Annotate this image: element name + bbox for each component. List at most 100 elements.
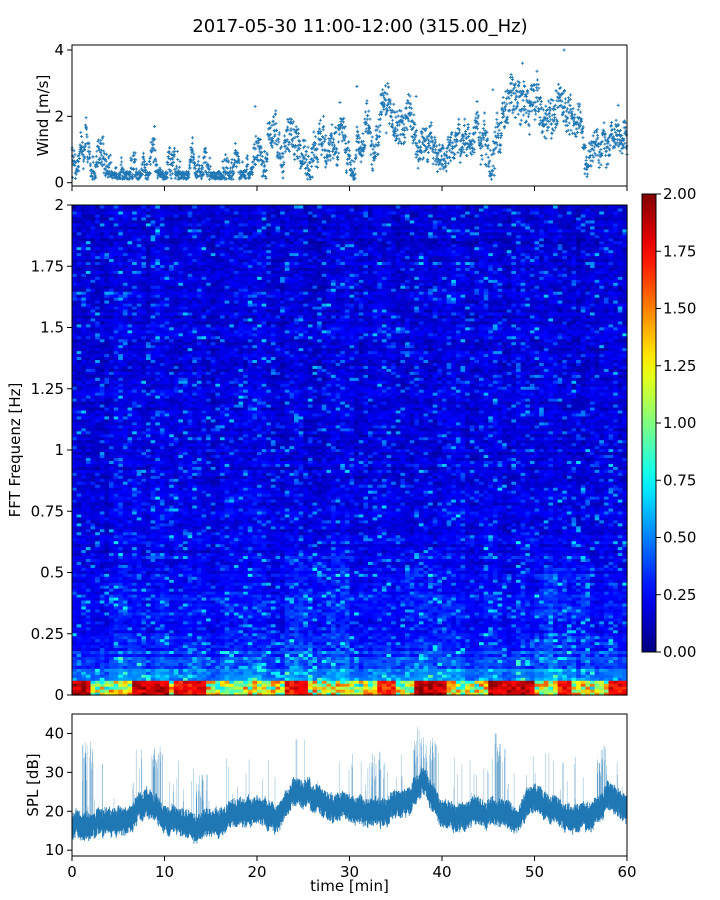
heatmap-cell: [76, 629, 82, 634]
heatmap-cell: [349, 671, 355, 675]
heatmap-cell: [76, 638, 82, 643]
heatmap-cell: [104, 668, 110, 672]
heatmap-cell: [418, 611, 425, 616]
heatmap-cell: [525, 632, 531, 637]
heatmap-cell: [118, 614, 124, 619]
heatmap-cell: [613, 692, 619, 696]
heatmap-cell: [354, 632, 360, 637]
heatmap-cell: [479, 647, 485, 652]
heatmap-cell: [506, 576, 512, 580]
heatmap-cell: [381, 620, 388, 625]
heatmap-cell: [349, 602, 355, 607]
heatmap-cell: [571, 573, 577, 577]
heatmap-cell: [169, 602, 175, 607]
heatmap-cell: [303, 602, 309, 607]
heatmap-cell: [113, 635, 119, 640]
heatmap-cell: [603, 647, 610, 652]
heatmap-cell: [368, 620, 374, 625]
heatmap-cell: [294, 591, 300, 595]
heatmap-cell: [608, 626, 614, 631]
heatmap-cell: [391, 686, 397, 690]
heatmap-cell: [483, 650, 489, 655]
heatmap-cell: [206, 599, 212, 604]
heatmap-cell: [90, 629, 96, 634]
heatmap-cell: [210, 692, 216, 696]
heatmap-cell: [437, 692, 443, 696]
heatmap-cell: [414, 605, 420, 610]
heatmap-cell: [506, 605, 512, 610]
heatmap-cell: [599, 605, 605, 610]
heatmap-cell: [247, 597, 253, 601]
heatmap-cell: [520, 617, 526, 622]
heatmap-cell: [192, 617, 198, 622]
heatmap-cell: [275, 683, 281, 687]
heatmap-cell: [557, 594, 563, 598]
heatmap-cell: [298, 635, 304, 640]
heatmap-cell: [377, 591, 383, 595]
heatmap-cell: [335, 668, 341, 672]
heatmap-cell: [469, 671, 475, 675]
heatmap-cell: [372, 576, 378, 580]
heatmap-cell: [252, 635, 258, 640]
heatmap-cell: [266, 632, 272, 637]
heatmap-cell: [136, 614, 142, 619]
heatmap-cell: [608, 689, 614, 693]
heatmap-cell: [414, 662, 420, 666]
heatmap-cell: [187, 650, 193, 655]
heatmap-cell: [155, 570, 161, 574]
heatmap-cell: [548, 611, 554, 616]
heatmap-cell: [206, 611, 212, 616]
heatmap-cell: [455, 650, 462, 655]
heatmap-cell: [331, 659, 337, 663]
heatmap-cell: [261, 626, 267, 631]
heatmap-cell: [252, 671, 258, 675]
heatmap-cell: [511, 671, 517, 675]
heatmap-cell: [192, 653, 198, 657]
heatmap-cell: [159, 594, 166, 598]
heatmap-cell: [183, 647, 189, 652]
heatmap-cell: [622, 617, 628, 622]
heatmap-cell: [506, 635, 512, 640]
heatmap-cell: [266, 623, 272, 628]
heatmap-cell: [358, 653, 364, 657]
heatmap-cell: [95, 656, 101, 660]
heatmap-cell: [571, 602, 577, 607]
heatmap-cell: [617, 647, 623, 652]
heatmap-cell: [72, 647, 78, 652]
heatmap-cell: [506, 579, 512, 583]
heatmap-cell: [511, 680, 517, 684]
heatmap-cell: [331, 602, 337, 607]
heatmap-cell: [479, 623, 485, 628]
heatmap-cell: [469, 588, 475, 592]
heatmap-cell: [451, 683, 457, 687]
heatmap-cell: [95, 632, 101, 637]
heatmap-cell: [469, 629, 475, 634]
heatmap-cell: [159, 683, 166, 687]
heatmap-cell: [358, 656, 364, 660]
heatmap-cell: [585, 585, 591, 589]
heatmap-cell: [354, 617, 360, 622]
heatmap-cell: [479, 617, 485, 622]
heatmap-cell: [155, 644, 161, 649]
heatmap-cell: [275, 668, 281, 672]
heatmap-cell: [229, 582, 235, 586]
heatmap-cell: [150, 686, 156, 690]
heatmap-cell: [409, 689, 415, 693]
heatmap-cell: [492, 641, 499, 646]
heatmap-cell: [548, 665, 554, 669]
heatmap-cell: [576, 605, 582, 610]
heatmap-cell: [326, 585, 332, 589]
heatmap-cell: [312, 585, 318, 589]
heatmap-cell: [557, 641, 563, 646]
heatmap-cell: [368, 632, 374, 637]
heatmap-cell: [368, 644, 374, 649]
heatmap-cell: [335, 611, 341, 616]
heatmap-cell: [395, 582, 401, 586]
heatmap-cell: [603, 585, 610, 589]
heatmap-cell: [525, 689, 531, 693]
heatmap-cell: [280, 677, 286, 681]
heatmap-cell: [455, 683, 462, 687]
heatmap-cell: [155, 605, 161, 610]
heatmap-cell: [576, 614, 582, 619]
heatmap-cell: [270, 641, 277, 646]
